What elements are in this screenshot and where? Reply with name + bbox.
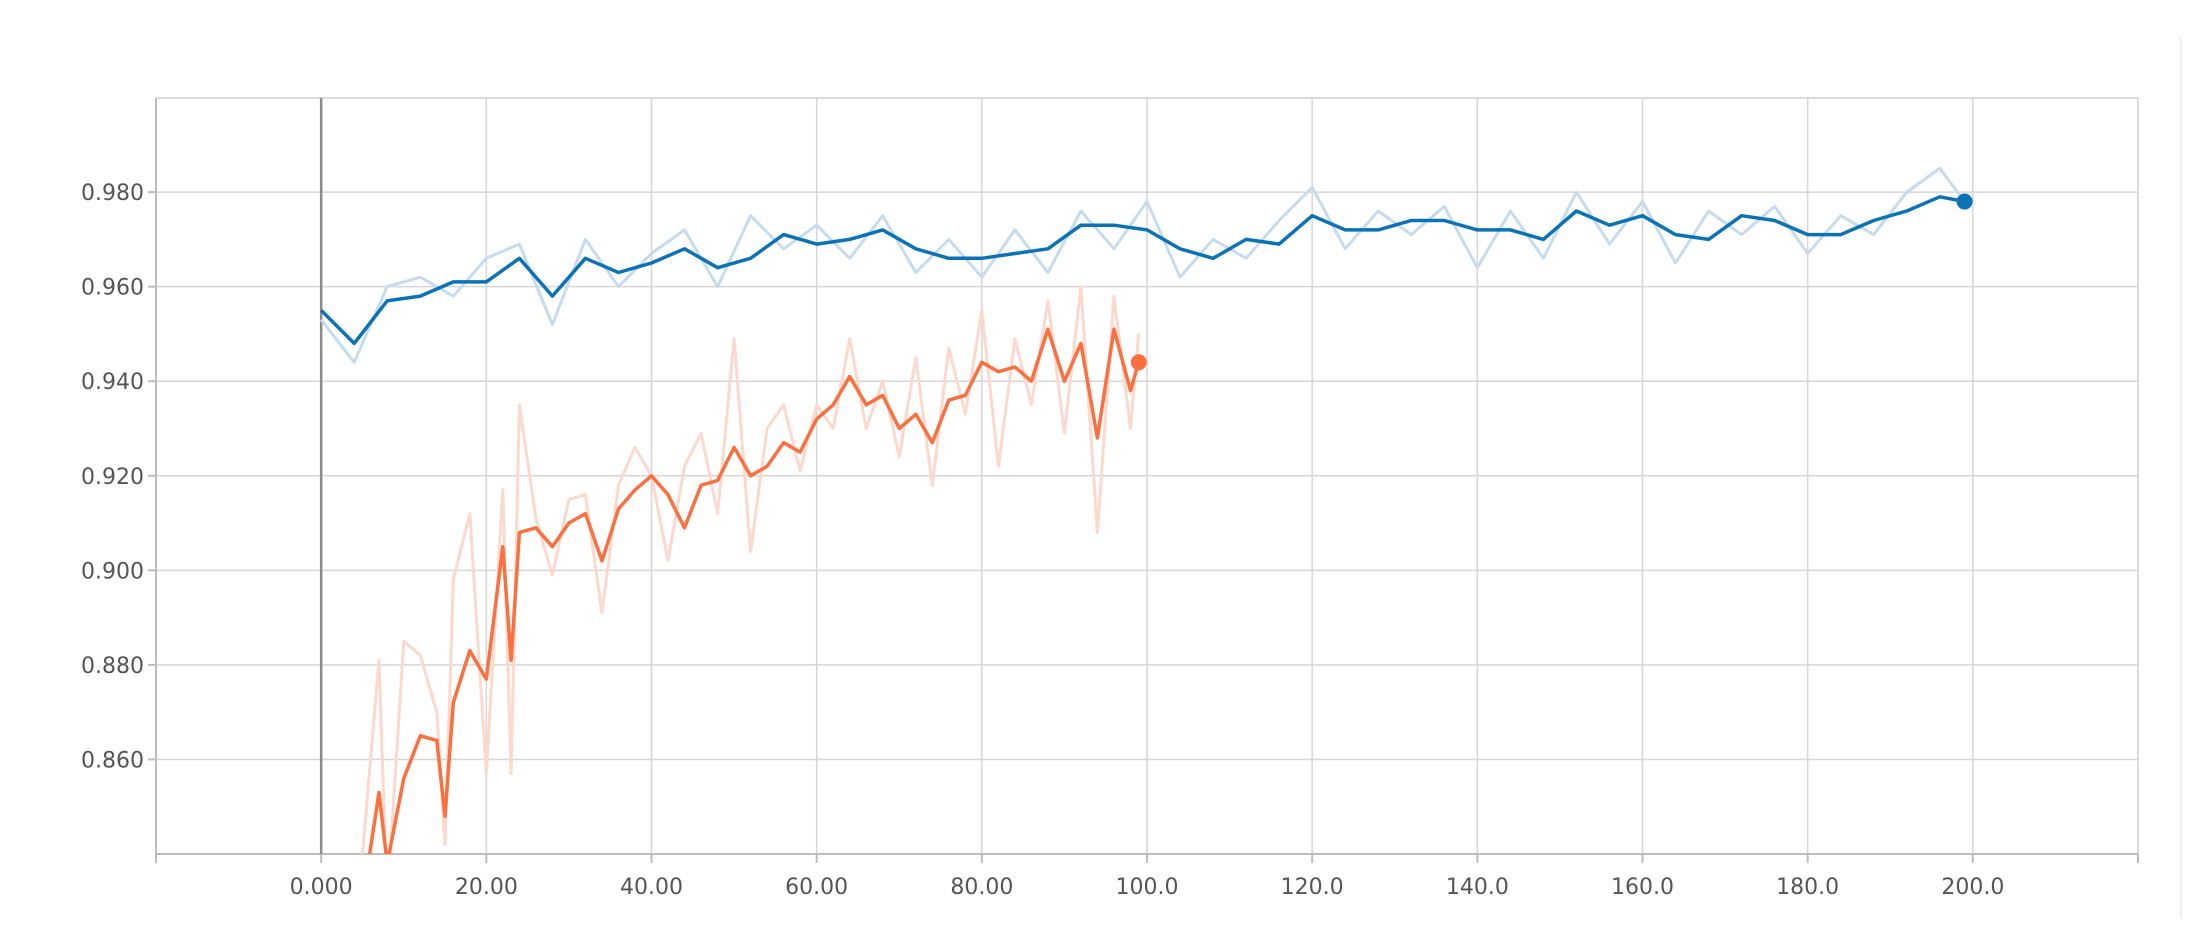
series-0-end-point [1956, 193, 1973, 210]
series-0-raw-line [320, 166, 1966, 364]
x-tick-label: 80.00 [950, 875, 1013, 900]
x-tick-label: 20.00 [455, 875, 518, 900]
x-tick-label: 100.0 [1116, 875, 1179, 900]
y-tick-label: 0.880 [81, 654, 144, 679]
y-tick-label: 0.940 [81, 370, 144, 395]
y-tick-label: 0.900 [81, 559, 144, 584]
y-tick-label: 0.860 [81, 748, 144, 773]
grid-lines [156, 97, 2139, 854]
panel-divider [2180, 38, 2182, 918]
series-1-raw-line [361, 285, 1141, 854]
x-tick-label: 140.0 [1446, 875, 1509, 900]
x-tick-label: 180.0 [1776, 875, 1839, 900]
x-tick-label: 200.0 [1941, 875, 2004, 900]
x-tick-label: 0.000 [290, 875, 353, 900]
x-tick-label: 120.0 [1281, 875, 1344, 900]
series-0-smoothed-line [319, 195, 1965, 346]
axes [148, 98, 2139, 863]
tick-labels: 0.860 0.880 0.900 0.920 0.940 0.960 0.980 0.000… [81, 181, 2004, 900]
x-tick-label: 160.0 [1611, 875, 1674, 900]
y-tick-label: 0.980 [81, 181, 144, 206]
series-1-end-point [1130, 354, 1147, 371]
y-tick-label: 0.960 [81, 276, 144, 301]
y-tick-label: 0.920 [81, 465, 144, 490]
x-tick-label: 40.00 [620, 875, 683, 900]
x-tick-label: 60.00 [785, 875, 848, 900]
series-clip-group [319, 166, 1966, 854]
series-1-smoothed-line [367, 327, 1141, 854]
series-lines [319, 166, 1973, 854]
